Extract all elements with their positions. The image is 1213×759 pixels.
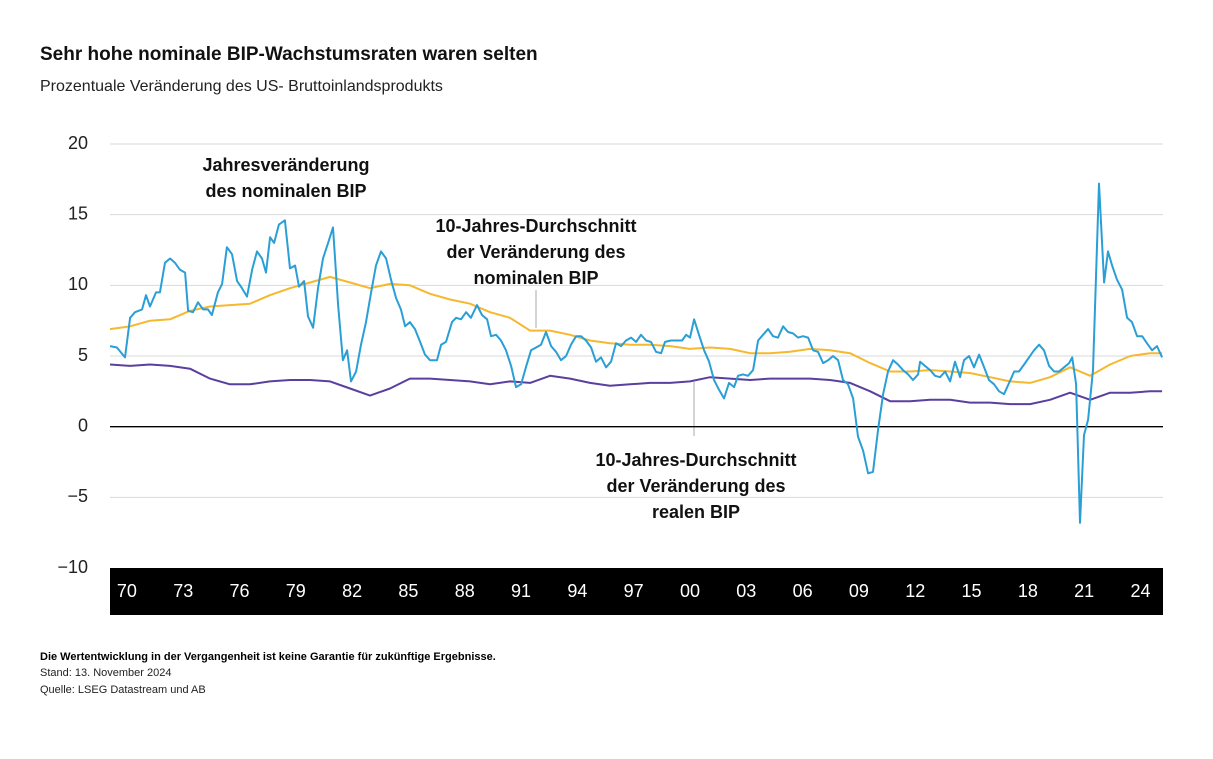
x-tick-label: 94 [567,581,587,601]
annotation: realen BIP [652,502,740,522]
y-tick-label: 5 [78,345,88,365]
chart-subtitle: Prozentuale Veränderung des US- Bruttoin… [40,78,443,95]
x-tick-label: 79 [286,581,306,601]
y-tick-label: 10 [68,274,88,294]
x-tick-label: 73 [173,581,193,601]
x-tick-label: 76 [229,581,249,601]
x-tick-label: 85 [398,581,418,601]
annotation: 10-Jahres-Durchschnitt [595,450,796,470]
series-line [109,363,1163,406]
annotation: 10-Jahres-Durchschnitt [435,216,636,236]
annotation: Jahresveränderung [202,155,369,175]
x-tick-label: 70 [117,581,137,601]
series-line [109,275,1163,384]
x-tick-label: 91 [511,581,531,601]
x-tick-label: 15 [962,581,982,601]
y-tick-label: 15 [68,203,88,223]
y-tick-label: 0 [78,415,88,435]
annotation: nominalen BIP [473,268,598,288]
x-tick-label: 12 [905,581,925,601]
x-tick-label: 97 [624,581,644,601]
x-tick-label: 82 [342,581,362,601]
series-line [109,182,1164,524]
chart-title: Sehr hohe nominale BIP-Wachstumsraten wa… [40,44,538,65]
x-tick-label: 21 [1074,581,1094,601]
y-tick-label: −5 [67,486,88,506]
annotation: des nominalen BIP [205,181,366,201]
x-tick-label: 18 [1018,581,1038,601]
x-tick-label: 09 [849,581,869,601]
x-axis-band [110,568,1163,615]
x-tick-label: 88 [455,581,475,601]
x-tick-label: 06 [793,581,813,601]
footnote: Quelle: LSEG Datastream und AB [40,684,206,696]
annotation: der Veränderung des [606,476,785,496]
footnote: Die Wertentwicklung in der Vergangenheit… [40,651,496,663]
y-tick-label: −10 [57,557,88,577]
x-tick-label: 03 [736,581,756,601]
y-tick-label: 20 [68,133,88,153]
footnote: Stand: 13. November 2024 [40,667,171,679]
annotation: der Veränderung des [446,242,625,262]
x-tick-label: 00 [680,581,700,601]
x-tick-label: 24 [1130,581,1150,601]
